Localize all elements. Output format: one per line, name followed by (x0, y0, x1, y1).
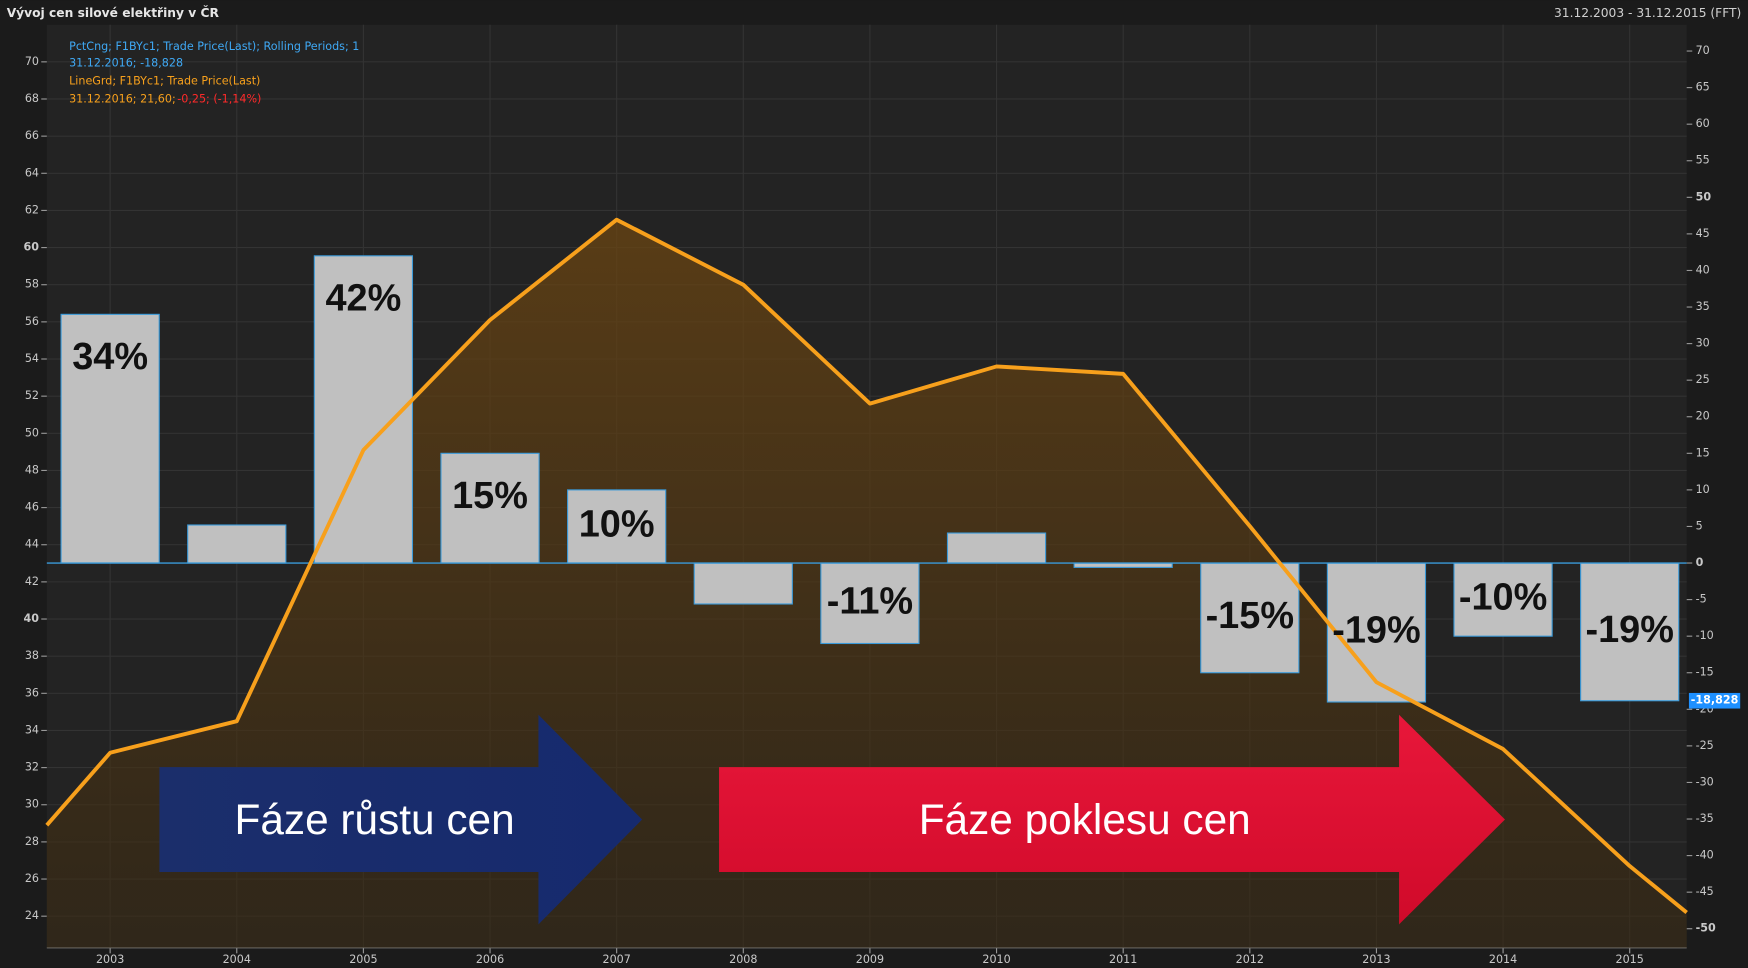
bar (187, 524, 287, 564)
y-tick-label: 42 (25, 575, 39, 588)
x-tick-label: 2005 (349, 953, 377, 966)
label-layer: 34% 42% 15% 10% -11% -15% -19% -10% -19% -18,828 (72, 277, 1741, 709)
line (45, 217, 1688, 914)
y2-tick-label: 25 (1696, 373, 1710, 386)
x-tick-label: 2007 (603, 953, 631, 966)
y2-tick-label: 40 (1696, 263, 1710, 276)
x-tick-label: 2003 (96, 953, 124, 966)
y-tick-label: 56 (25, 315, 39, 328)
y2-tick-label: 0 (1696, 556, 1704, 569)
bar (60, 313, 160, 564)
y2-tick-label: -15 (1696, 666, 1714, 679)
data-label: -19% (1332, 610, 1420, 652)
y-tick-label: 44 (25, 538, 39, 551)
data-label: -19% (1585, 609, 1673, 651)
legend-change: -0,25; (-1,14%) (177, 92, 261, 105)
y-tick-label: 34 (25, 723, 39, 736)
chart-title: Vývoj cen silové elektřiny v ČR (7, 5, 220, 20)
data-label: 42% (325, 277, 401, 319)
date-range: 31.12.2003 - 31.12.2015 (FFT) (1554, 6, 1741, 20)
data-label: -11% (827, 580, 913, 622)
y-tick-label: 68 (25, 92, 39, 105)
data-label: -15% (1206, 595, 1294, 637)
y-tick-label: 60 (24, 241, 40, 254)
y2-tick-label: -45 (1696, 885, 1714, 898)
annotation: Fáze poklesu cen (919, 796, 1251, 843)
data-label: 15% (452, 475, 528, 517)
x-tick-label: 2006 (476, 953, 504, 966)
bar (693, 562, 793, 605)
y2-tick-label: -30 (1696, 775, 1714, 788)
y-tick-label: 32 (25, 761, 39, 774)
y2-tick-label: 50 (1696, 190, 1712, 203)
annotation: Fáze růstu cen (234, 796, 514, 843)
y-tick-label: 52 (25, 389, 39, 402)
y2-tick-label: 45 (1696, 227, 1710, 240)
y-tick-label: 58 (25, 278, 39, 291)
x-tick-label: 2009 (856, 953, 884, 966)
y-tick-label: 46 (25, 501, 39, 514)
y2-tick-label: -35 (1696, 812, 1714, 825)
y-tick-label: 40 (24, 612, 40, 625)
bar (1453, 562, 1553, 637)
y2-tick-label: 5 (1696, 519, 1703, 532)
y2-tick-label: 60 (1696, 117, 1710, 130)
x-tick-label: 2010 (982, 953, 1010, 966)
x-tick-label: 2015 (1616, 953, 1644, 966)
y2-tick-label: 30 (1696, 337, 1710, 350)
y-tick-label: 24 (25, 909, 39, 922)
y2-tick-label: 15 (1696, 446, 1710, 459)
y2-tick-label: 55 (1696, 154, 1710, 167)
bar-layer (46, 255, 1687, 703)
legend: PctCng; F1BYc1; Trade Price(Last); Rolli… (69, 40, 359, 105)
x-tick-label: 2013 (1362, 953, 1390, 966)
y2-tick-label: 65 (1696, 81, 1710, 94)
y2-tick-label: -10 (1696, 629, 1714, 642)
line-layer (45, 217, 1688, 914)
x-tick-label: 2012 (1236, 953, 1264, 966)
y2-tick-label: 70 (1696, 44, 1710, 57)
legend-value: 31.12.2016; 21,60; (69, 92, 176, 105)
y-tick-label: 54 (25, 352, 39, 365)
bar (567, 489, 667, 564)
y-tick-label: 26 (25, 872, 39, 885)
bar (946, 532, 1047, 564)
y-tick-label: 30 (25, 798, 39, 811)
y-tick-label: 62 (25, 203, 39, 216)
y-tick-label: 66 (25, 129, 39, 142)
y-tick-label: 38 (25, 649, 39, 662)
x-tick-label: 2014 (1489, 953, 1517, 966)
bar (820, 562, 920, 645)
x-tick-label: 2008 (729, 953, 757, 966)
legend-entry: LineGrd; F1BYc1; Trade Price(Last) (69, 75, 260, 88)
bar (440, 452, 540, 564)
data-label: -10% (1459, 577, 1547, 619)
y2-tick-label: -50 (1696, 922, 1716, 935)
data-label: 10% (579, 503, 655, 545)
legend-value: 31.12.2016; -18,828 (69, 57, 183, 70)
y2-tick-label: 35 (1696, 300, 1710, 313)
y2-tick-label: 10 (1696, 483, 1710, 496)
growth-arrow (159, 714, 643, 925)
y-tick-label: 28 (25, 835, 39, 848)
y-tick-label: 50 (25, 426, 39, 439)
bar (313, 255, 414, 564)
x-tick-label: 2004 (223, 953, 251, 966)
decline-arrow (719, 714, 1505, 925)
y-tick-label: 48 (25, 463, 39, 476)
last-value-flag (1688, 692, 1741, 709)
data-label: 34% (72, 336, 148, 378)
y-tick-label: 70 (25, 55, 39, 68)
y-tick-label: 36 (25, 686, 39, 699)
legend-entry: PctCng; F1BYc1; Trade Price(Last); Rolli… (69, 40, 359, 53)
y2-tick-label: -25 (1696, 739, 1714, 752)
y2-tick-label: -5 (1696, 593, 1707, 606)
y-tick-label: 64 (25, 166, 39, 179)
arrows: Fáze růstu cen Fáze poklesu cen (159, 714, 1505, 925)
y2-tick-label: -40 (1696, 849, 1714, 862)
y2-tick-label: 20 (1696, 410, 1710, 423)
x-tick-label: 2011 (1109, 953, 1137, 966)
last-value-label: -18,828 (1691, 694, 1739, 707)
